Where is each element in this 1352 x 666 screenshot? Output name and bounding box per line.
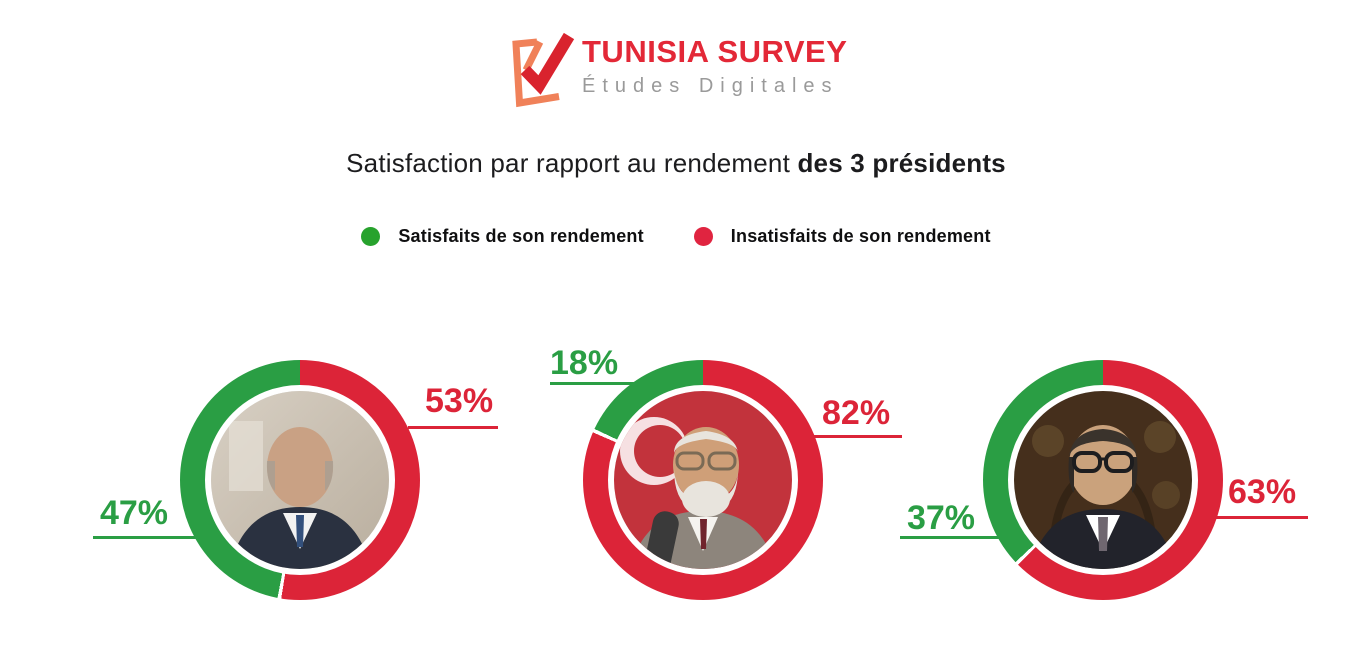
president-1-photo xyxy=(205,385,395,575)
legend-label-unsatisfied: Insatisfaits de son rendement xyxy=(730,226,991,246)
unsatisfied-percentage: 63% xyxy=(1228,473,1297,511)
check-clipboard-icon xyxy=(512,32,575,108)
logo-title: TUNISIA SURVEY xyxy=(582,34,848,69)
page-title-bold: des 3 présidents xyxy=(797,148,1006,178)
satisfied-percentage: 18% xyxy=(550,344,619,382)
unsatisfied-callout-line xyxy=(408,426,498,429)
legend-item-satisfied: Satisfaits de son rendement xyxy=(361,226,644,247)
satisfied-callout-line xyxy=(93,536,196,539)
unsatisfied-dot-icon xyxy=(693,227,713,246)
unsatisfied-callout-line xyxy=(810,435,902,438)
satisfied-percentage: 47% xyxy=(99,494,168,532)
president-2-photo xyxy=(608,385,798,575)
donut-chart-president-3: 37% 63% xyxy=(900,360,1308,600)
logo: TUNISIA SURVEY Études Digitales xyxy=(506,30,847,110)
page-title: Satisfaction par rapport au rendement de… xyxy=(0,148,1352,179)
satisfied-callout-line xyxy=(550,382,655,385)
donut-chart-president-1: 47% 53% xyxy=(93,360,498,600)
donut-chart-president-2: 18% 82% xyxy=(550,346,902,600)
legend-label-satisfied: Satisfaits de son rendement xyxy=(398,226,644,246)
satisfied-callout-line xyxy=(900,536,1003,539)
legend: Satisfaits de son rendement Insatisfaits… xyxy=(0,226,1352,247)
president-3-photo xyxy=(1008,385,1198,575)
legend-item-unsatisfied: Insatisfaits de son rendement xyxy=(693,226,991,247)
unsatisfied-callout-line xyxy=(1210,516,1308,519)
logo-text: TUNISIA SURVEY Études Digitales xyxy=(582,30,847,96)
satisfied-dot-icon xyxy=(361,227,381,246)
satisfied-percentage: 37% xyxy=(906,499,975,537)
unsatisfied-percentage: 82% xyxy=(822,394,891,432)
logo-subtitle: Études Digitales xyxy=(582,75,839,97)
unsatisfied-percentage: 53% xyxy=(425,382,494,420)
page-title-regular: Satisfaction par rapport au rendement xyxy=(346,148,798,178)
